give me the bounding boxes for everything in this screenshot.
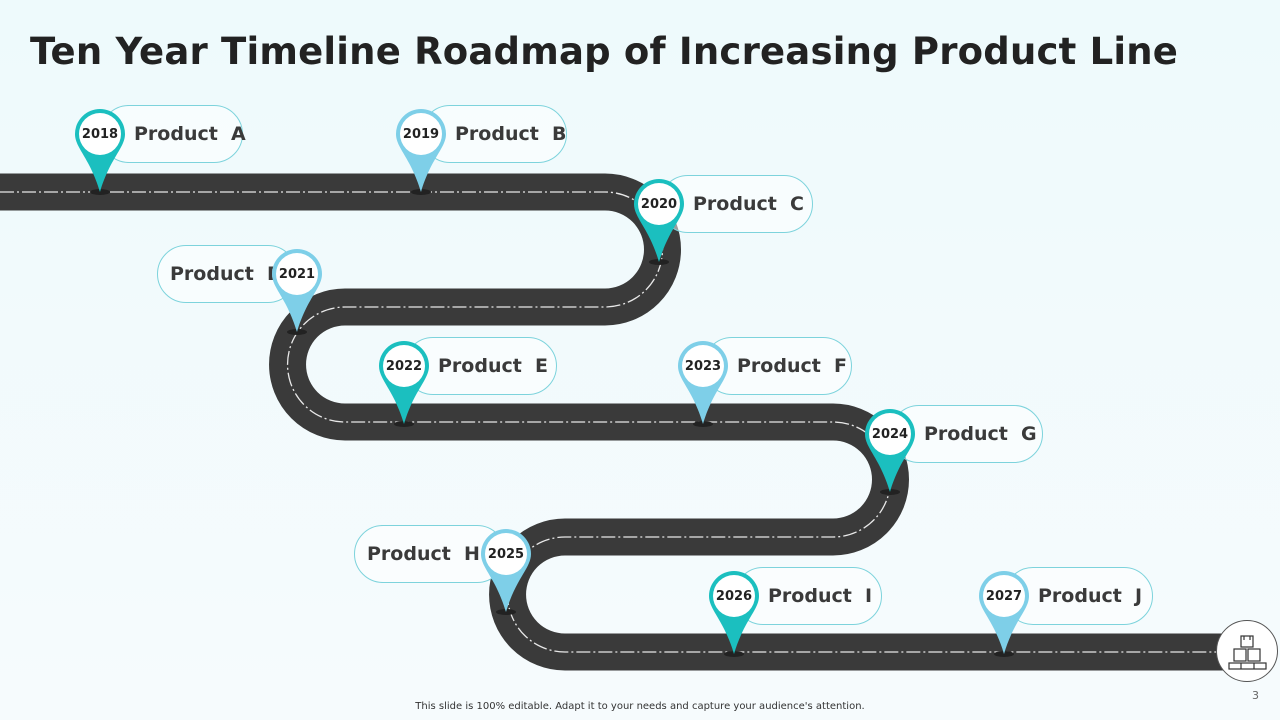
page-title: Ten Year Timeline Roadmap of Increasing … — [30, 30, 1179, 73]
year-label: 2022 — [385, 358, 423, 374]
page-number: 3 — [1252, 689, 1259, 702]
product-name: Product H — [367, 543, 480, 565]
map-pin-icon: 2026 — [704, 568, 764, 658]
product-name: Product A — [134, 123, 246, 145]
product-label: Product E — [404, 337, 557, 395]
year-label: 2018 — [81, 126, 119, 142]
map-pin-icon: 2020 — [629, 176, 689, 266]
year-label: 2024 — [871, 426, 909, 442]
year-label: 2025 — [487, 546, 525, 562]
product-name: Product D — [170, 263, 283, 285]
product-name: Product F — [737, 355, 848, 377]
product-label: Product I — [734, 567, 882, 625]
product-name: Product J — [1038, 585, 1143, 607]
road-centerline — [0, 191, 1240, 653]
year-label: 2021 — [278, 266, 316, 282]
product-label: Product C — [659, 175, 813, 233]
map-pin-icon: 2018 — [70, 106, 130, 196]
product-name: Product I — [768, 585, 873, 607]
year-label: 2026 — [715, 588, 753, 604]
footer-note: This slide is 100% editable. Adapt it to… — [415, 701, 865, 712]
product-name: Product C — [693, 193, 804, 215]
year-label: 2023 — [684, 358, 722, 374]
product-label: Product G — [890, 405, 1043, 463]
year-label: 2020 — [640, 196, 678, 212]
map-pin-icon: 2027 — [974, 568, 1034, 658]
year-label: 2027 — [985, 588, 1023, 604]
map-pin-icon: 2022 — [374, 338, 434, 428]
product-name: Product E — [438, 355, 549, 377]
product-name: Product B — [455, 123, 567, 145]
map-pin-icon: 2019 — [391, 106, 451, 196]
map-pin-icon: 2024 — [860, 406, 920, 496]
product-label: Product H — [354, 525, 506, 583]
map-pin-icon: 2025 — [476, 526, 536, 616]
year-label: 2019 — [402, 126, 440, 142]
map-pin-icon: 2023 — [673, 338, 733, 428]
map-pin-icon: 2021 — [267, 246, 327, 336]
boxes-pallet-icon — [1216, 620, 1278, 682]
product-name: Product G — [924, 423, 1037, 445]
